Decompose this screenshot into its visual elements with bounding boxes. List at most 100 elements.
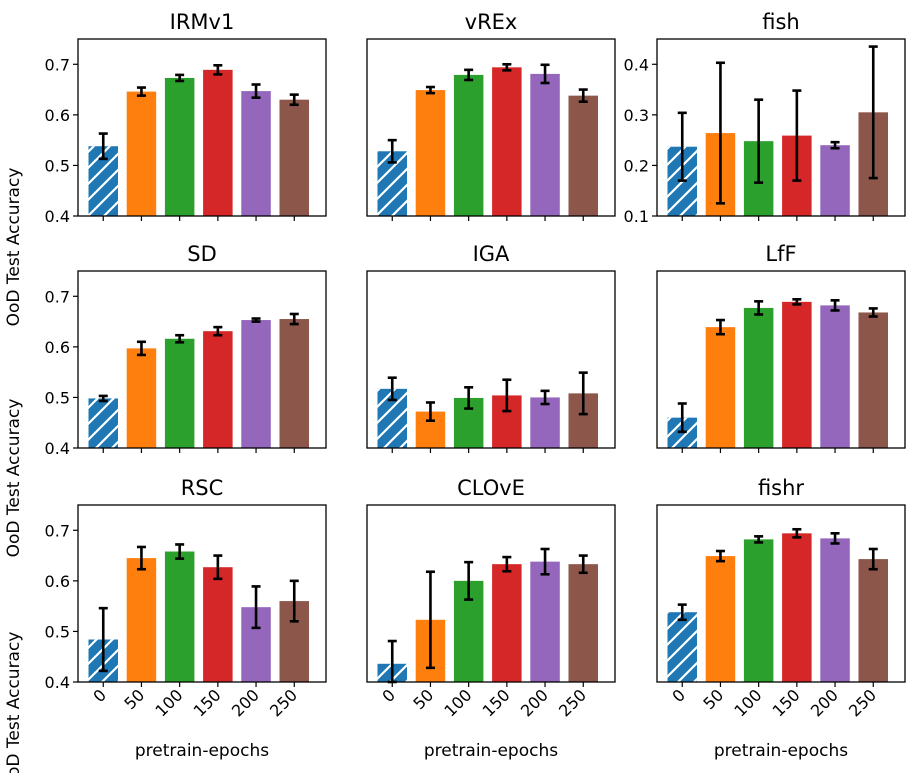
chart-panel: fish 0.1 0.2 0.3 0.4 [624,10,906,226]
y-tick-label: 0.6 [45,106,70,125]
y-tick-label: 0.3 [624,106,649,125]
chart-title: CLOvE [457,476,525,500]
axes-frame [656,270,906,449]
bar [743,307,774,448]
bar [126,91,157,216]
bar [743,539,774,682]
y-tick-label: 0.6 [45,572,70,591]
bar [820,145,850,216]
bar-hatch [667,612,697,682]
axes-frame [77,504,327,683]
chart-title: IGA [473,242,510,266]
bar [492,67,522,216]
bar [568,95,598,216]
bar [241,91,271,216]
y-axis-label: OoD Test Accuracy [4,632,24,773]
x-tick-label: 100 [440,685,475,720]
bar [203,69,233,216]
bar [164,338,195,448]
bar [530,73,560,216]
x-tick-label: 150 [769,685,804,720]
y-tick-label: 0.4 [45,207,70,226]
bar [203,331,233,448]
y-tick-label: 0.5 [45,156,70,175]
bar [164,77,195,216]
x-tick-label: 150 [479,685,514,720]
bar [705,327,736,448]
chart-title: IRMv1 [170,10,235,34]
bar [241,320,271,448]
y-tick-label: 0.2 [624,156,649,175]
chart-title: fish [762,10,799,34]
x-tick-label: 150 [190,685,225,720]
y-axis-label: OoD Test Accuracy [4,399,24,558]
axes-frame [77,270,327,449]
bar [705,556,736,682]
axes-frame [77,38,327,217]
axes-frame [366,270,616,449]
chart-panel: CLOvE 0 50 100 150 200 250 pretrain-epochs [366,476,616,761]
chart-panel: LfF [656,242,906,453]
axes-frame [366,38,616,217]
bar [453,74,484,216]
y-tick-label: 0.5 [45,622,70,641]
bar-hatch [88,398,118,448]
y-tick-label: 0.7 [45,521,70,540]
x-tick-label: 200 [807,685,842,720]
x-tick-label: 50 [699,685,727,713]
x-tick-label: 0 [378,685,399,706]
x-axis-label: pretrain-epochs [714,741,848,761]
x-tick-label: 100 [730,685,765,720]
chart-title: SD [187,242,217,266]
x-tick-label: 50 [120,685,148,713]
x-tick-label: 200 [517,685,552,720]
y-tick-label: 0.6 [45,338,70,357]
chart-title: vREx [465,10,518,34]
x-tick-label: 50 [409,685,437,713]
panels: IRMv1 0.4 0.5 0.6 0.7 vREx fish 0.1 0.2 0.3 0.4 SD 0… [45,10,906,761]
y-tick-label: 0.7 [45,55,70,74]
chart-panel: fishr 0 50 100 150 200 250 pretrain-epochs [656,476,906,761]
y-axis-label: OoD Test Accuracy [4,168,24,327]
chart-title: RSC [181,476,224,500]
y-tick-label: 0.7 [45,287,70,306]
x-axis-label: pretrain-epochs [135,741,269,761]
bar [820,305,850,448]
chart-panel: IGA [366,242,616,453]
bar [782,301,812,448]
y-tick-label: 0.4 [45,673,70,692]
chart-panel: IRMv1 0.4 0.5 0.6 0.7 [45,10,327,226]
y-tick-label: 0.5 [45,388,70,407]
x-axis-label: pretrain-epochs [424,741,558,761]
bar [279,99,309,216]
bar [164,551,195,682]
axes-frame [656,38,906,217]
x-tick-label: 200 [228,685,263,720]
bar [568,564,598,682]
bar [279,319,309,448]
bar [203,567,233,682]
bar [126,348,157,448]
x-tick-label: 250 [845,685,880,720]
bar [415,90,446,216]
bar [126,558,157,682]
axes-frame [656,504,906,683]
bar [858,559,888,682]
y-tick-label: 0.4 [624,55,649,74]
bar [858,312,888,448]
bar [820,538,850,682]
y-tick-label: 0.1 [624,207,649,226]
chart-title: fishr [758,476,804,500]
chart-panel: SD 0.4 0.5 0.6 0.7 [45,242,327,458]
x-tick-label: 100 [151,685,186,720]
x-tick-label: 250 [555,685,590,720]
chart-title: LfF [765,242,796,266]
x-tick-label: 0 [89,685,110,706]
bar [782,533,812,682]
y-tick-label: 0.4 [45,439,70,458]
bar [492,564,522,682]
axes-frame [366,504,616,683]
x-tick-label: 0 [668,685,689,706]
bar [530,397,560,448]
